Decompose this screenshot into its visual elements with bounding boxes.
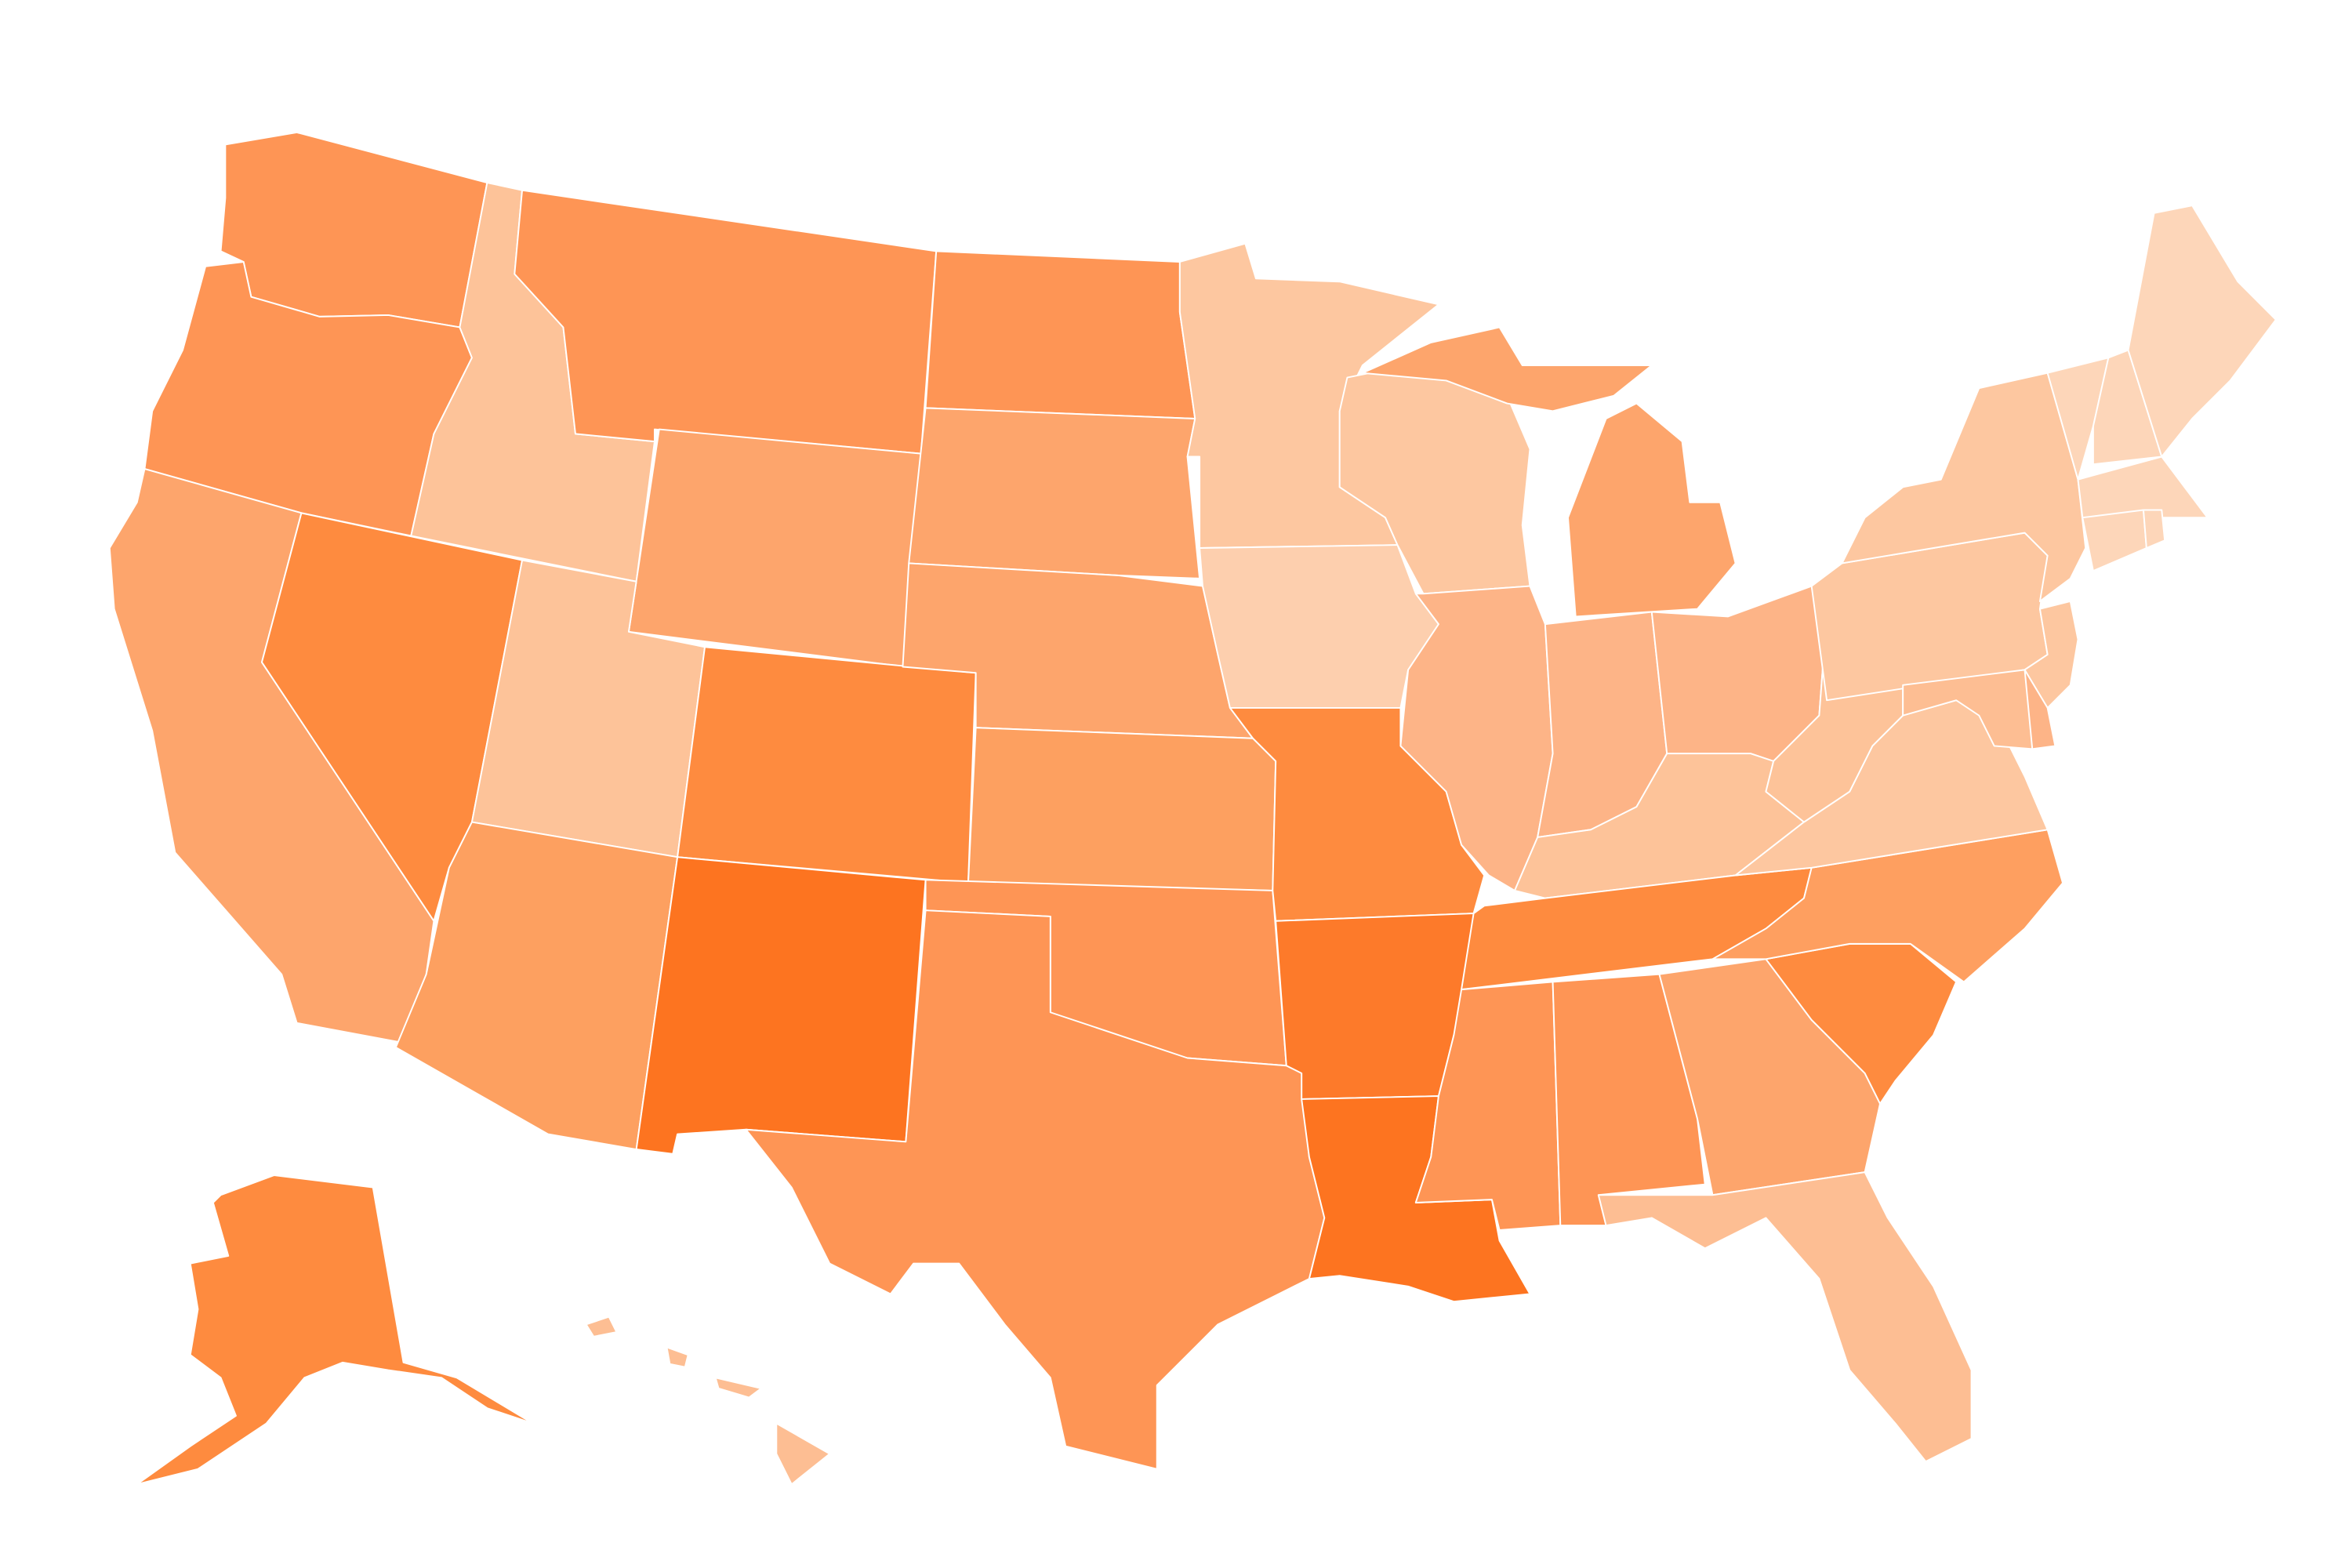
state: [908, 407, 1201, 579]
state: [635, 856, 927, 1155]
state: [666, 1346, 689, 1368]
state: [1597, 1171, 1973, 1463]
state: [585, 1316, 618, 1338]
state: [2024, 601, 2079, 709]
state: [136, 1174, 534, 1486]
state: [2092, 349, 2163, 466]
state: [1199, 544, 1439, 709]
state: [1902, 669, 2034, 750]
state: [1711, 829, 2064, 983]
state: [714, 1377, 762, 1399]
state: [1361, 326, 1653, 412]
state: [924, 250, 1196, 419]
state: [677, 646, 977, 884]
state: [745, 909, 1326, 1470]
state: [2143, 509, 2166, 549]
state: [627, 428, 922, 668]
state: [775, 1422, 831, 1486]
state: [2127, 205, 2277, 458]
state: [1567, 402, 1737, 618]
state: [967, 727, 1277, 891]
